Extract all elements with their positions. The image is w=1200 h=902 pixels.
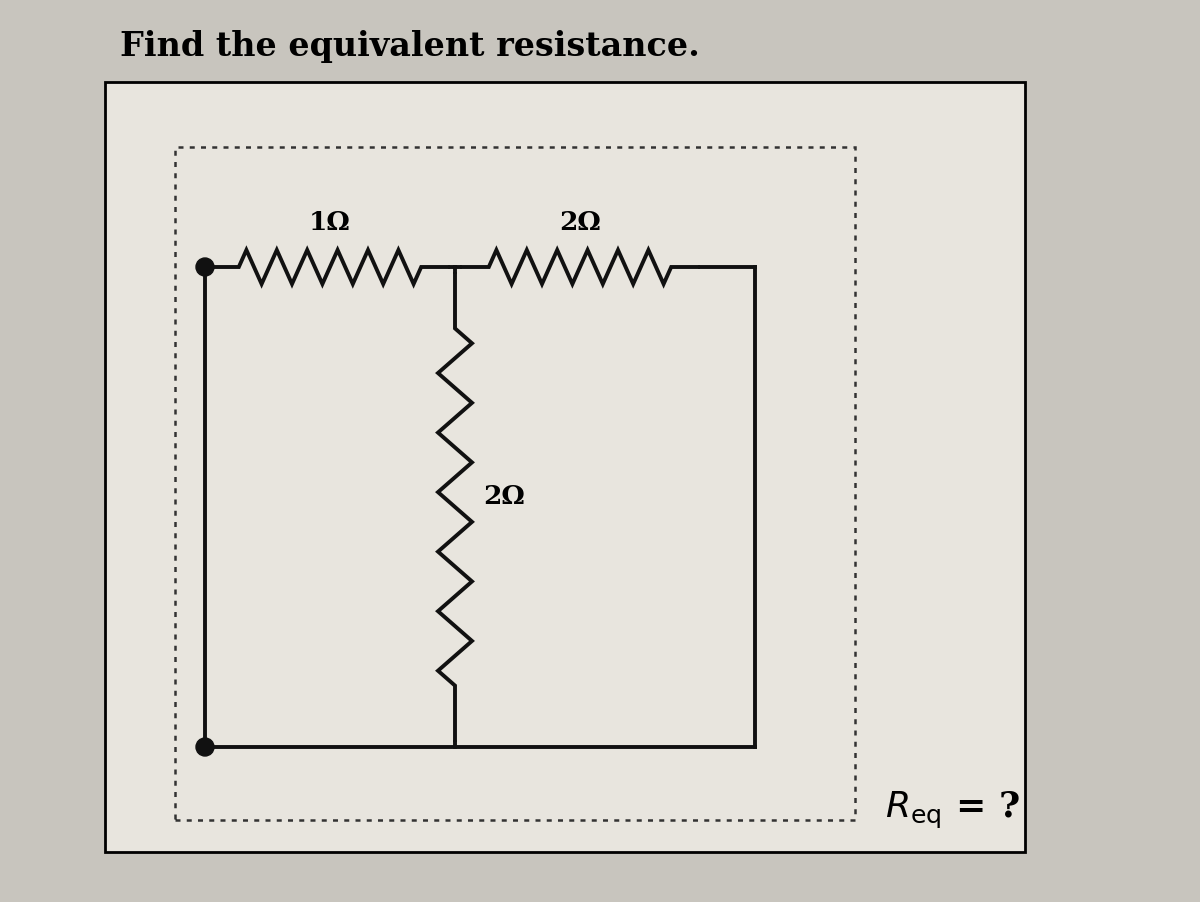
Circle shape	[196, 738, 214, 756]
Text: 1Ω: 1Ω	[310, 210, 350, 235]
Circle shape	[196, 258, 214, 276]
Text: 2Ω: 2Ω	[559, 210, 601, 235]
Text: Find the equivalent resistance.: Find the equivalent resistance.	[120, 31, 700, 63]
FancyBboxPatch shape	[106, 82, 1025, 852]
Text: $\mathit{R}_{\rm eq}$ = ?: $\mathit{R}_{\rm eq}$ = ?	[886, 789, 1020, 831]
Text: 2Ω: 2Ω	[482, 484, 524, 510]
